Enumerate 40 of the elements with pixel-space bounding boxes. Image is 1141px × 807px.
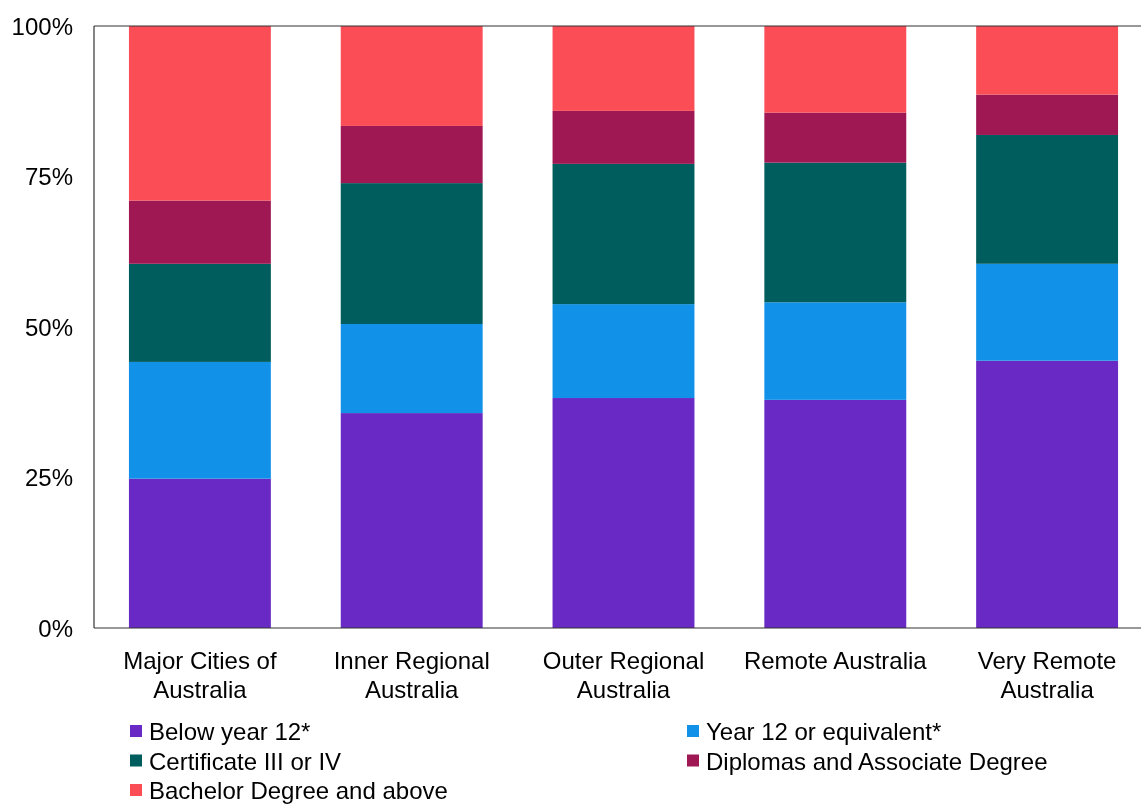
x-tick-label: Inner Regional Australia [333, 646, 490, 703]
bar [552, 398, 695, 628]
y-tick-label: 100% [11, 12, 73, 40]
bar [764, 162, 907, 303]
bar [552, 163, 695, 305]
bar [976, 134, 1119, 264]
bar [764, 112, 907, 163]
bar [552, 304, 695, 399]
bar [976, 94, 1119, 135]
y-tick-label: 25% [24, 464, 73, 491]
y-tick-label: 0% [38, 614, 73, 642]
x-tick-label: Very Remote Australia [977, 646, 1117, 703]
x-tick-label: Outer Regional Australia [542, 646, 705, 703]
bar [128, 200, 271, 264]
x-tick-label: Remote Australia [743, 646, 928, 674]
bar [764, 302, 907, 400]
y-tick-label: 50% [24, 313, 73, 341]
bar [340, 26, 483, 126]
bar [976, 360, 1119, 628]
legend-label: Diplomas and Associate Degree [706, 747, 1048, 774]
x-tick-label: Major Cities of Australia [123, 646, 277, 703]
bar [128, 263, 271, 362]
bar [128, 478, 271, 628]
bar [128, 26, 271, 201]
bar [976, 263, 1119, 361]
legend-label: Bachelor Degree and above [149, 776, 448, 804]
bar [764, 399, 907, 628]
bar [340, 413, 483, 628]
bar [552, 110, 695, 164]
bar [340, 323, 483, 414]
legend-label: Year 12 or equivalent* [706, 717, 942, 745]
bar [340, 125, 483, 184]
bar [128, 361, 271, 479]
legend-label: Certificate III or IV [149, 747, 342, 774]
bar [976, 26, 1119, 95]
bar [340, 183, 483, 324]
legend-label: Below year 12* [149, 717, 311, 745]
bar [764, 26, 907, 113]
bar [552, 26, 695, 111]
y-tick-label: 75% [24, 163, 73, 190]
